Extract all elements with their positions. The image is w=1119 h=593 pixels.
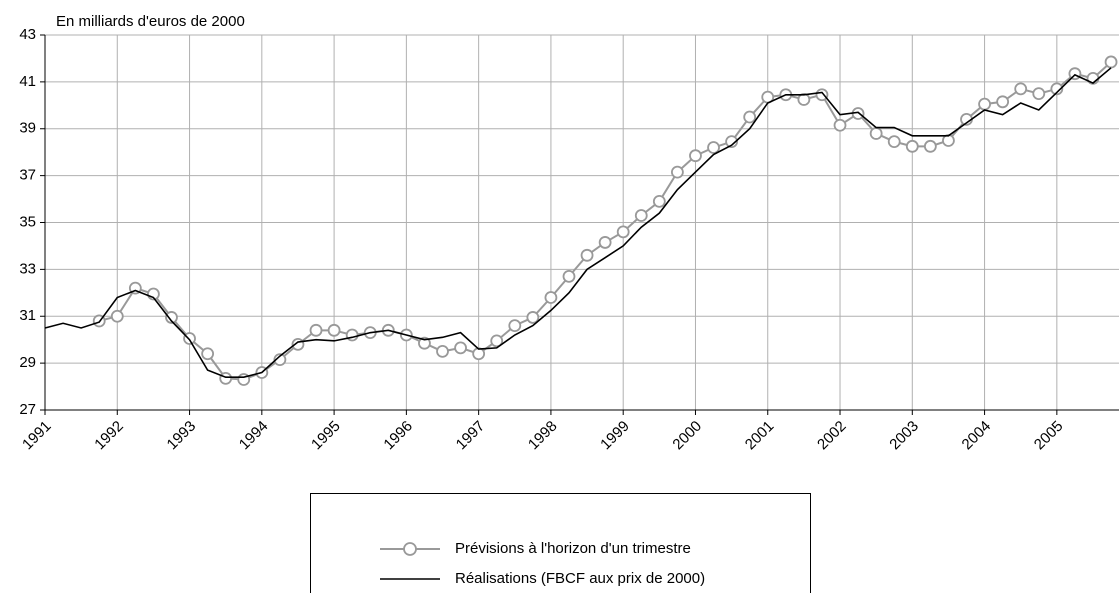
- point-marker: [562, 270, 576, 283]
- x-tick-label: 1993: [164, 418, 200, 454]
- point-marker: [165, 311, 178, 324]
- x-tick-label: 1991: [19, 418, 55, 454]
- point-marker: [508, 319, 522, 333]
- y-tick-label: 31: [19, 307, 36, 324]
- point-marker: [923, 139, 937, 153]
- x-tick-label: 1992: [91, 418, 127, 454]
- y-tick-label: 43: [19, 26, 36, 43]
- point-marker: [1104, 55, 1118, 69]
- point-marker: [526, 311, 540, 324]
- y-tick-label: 29: [19, 354, 36, 371]
- point-marker: [1050, 82, 1064, 96]
- x-tick-label: 1997: [453, 418, 489, 454]
- legend-label: Réalisations (FBCF aux prix de 2000): [455, 570, 705, 587]
- x-tick-label: 1996: [380, 418, 416, 454]
- point-marker: [1032, 87, 1046, 100]
- x-tick-label: 2000: [669, 418, 705, 454]
- x-tick-label: 1998: [525, 418, 561, 454]
- point-marker: [201, 347, 215, 361]
- y-tick-label: 39: [19, 120, 36, 137]
- point-marker: [743, 110, 757, 124]
- x-tick-label: 2003: [886, 418, 922, 454]
- point-marker: [689, 149, 702, 163]
- y-tick-label: 33: [19, 260, 36, 277]
- point-marker: [942, 134, 955, 147]
- point-marker: [652, 195, 666, 208]
- series-line: [98, 61, 1112, 381]
- point-marker: [996, 95, 1010, 109]
- x-tick-label: 2004: [959, 418, 995, 454]
- point-marker: [833, 118, 847, 132]
- legend-marker: [403, 542, 417, 556]
- point-marker: [436, 345, 449, 358]
- x-tick-label: 1999: [597, 418, 633, 454]
- point-marker: [634, 209, 648, 222]
- point-marker: [707, 141, 720, 154]
- x-tick-label: 2001: [742, 418, 778, 454]
- point-marker: [671, 165, 684, 179]
- point-marker: [580, 248, 594, 262]
- point-marker: [797, 93, 811, 106]
- point-marker: [309, 323, 323, 337]
- point-marker: [815, 88, 829, 102]
- point-marker: [472, 347, 486, 361]
- y-axis-label: En milliards d'euros de 2000: [56, 13, 245, 30]
- point-marker: [327, 323, 341, 337]
- point-marker: [490, 334, 504, 348]
- x-tick-label: 2005: [1031, 418, 1067, 454]
- x-tick-label: 1994: [236, 418, 272, 454]
- legend-box: [310, 493, 811, 593]
- point-marker: [219, 371, 233, 385]
- point-marker: [725, 135, 739, 149]
- y-tick-label: 35: [19, 213, 36, 230]
- point-marker: [598, 236, 612, 249]
- x-tick-label: 2002: [814, 418, 850, 454]
- point-marker: [110, 309, 124, 323]
- point-marker: [869, 127, 883, 140]
- point-marker: [418, 336, 431, 350]
- y-tick-label: 27: [19, 401, 36, 418]
- point-marker: [273, 353, 287, 367]
- y-tick-label: 41: [19, 73, 36, 90]
- series-line: [44, 67, 1112, 378]
- legend-label: Prévisions à l'horizon d'un trimestre: [455, 540, 691, 557]
- point-marker: [978, 97, 991, 111]
- point-marker: [454, 341, 467, 355]
- point-marker: [887, 135, 901, 149]
- x-tick-label: 1995: [308, 418, 344, 454]
- y-tick-label: 37: [19, 167, 36, 184]
- point-marker: [1014, 82, 1028, 96]
- point-marker: [616, 225, 630, 239]
- point-marker: [905, 139, 919, 153]
- point-marker: [544, 291, 558, 304]
